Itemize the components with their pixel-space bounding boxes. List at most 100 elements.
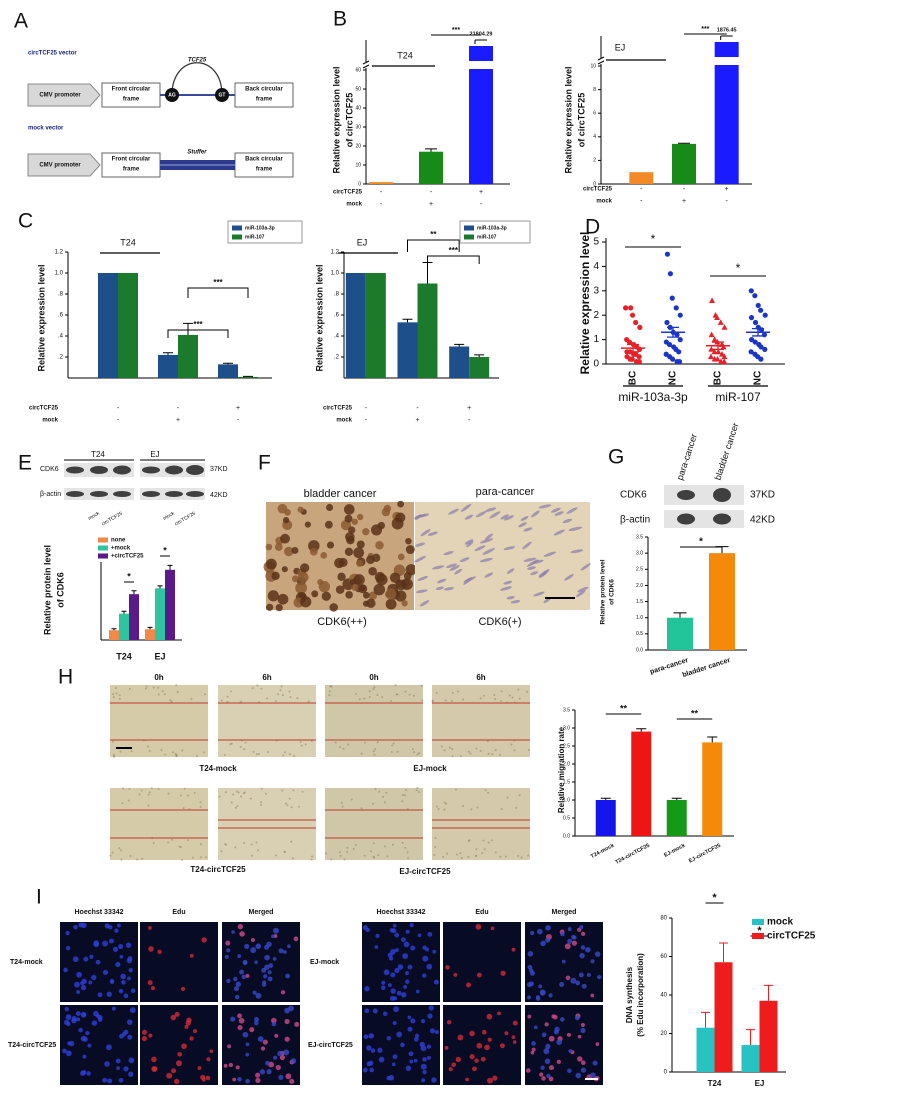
y-tick-label: 10 <box>355 162 361 168</box>
texture <box>360 752 363 755</box>
nucleus <box>434 1030 439 1035</box>
texture <box>391 744 394 747</box>
blot-band <box>186 465 204 475</box>
texture <box>418 752 421 755</box>
texture <box>148 749 151 752</box>
error-bar <box>425 148 437 152</box>
cell <box>432 565 445 570</box>
cell <box>397 553 405 561</box>
chart-title: T24 <box>120 237 136 247</box>
texture <box>508 694 511 697</box>
nucleus <box>73 924 78 930</box>
texture <box>199 801 202 804</box>
row-label: circTCF25 <box>583 187 613 193</box>
nucleus <box>575 1072 582 1079</box>
nucleus <box>126 1019 133 1025</box>
nucleus <box>390 948 396 955</box>
bar <box>145 629 155 640</box>
nucleus <box>445 965 450 970</box>
texture <box>160 749 163 752</box>
cell <box>459 557 470 563</box>
nucleus <box>259 1069 266 1075</box>
texture <box>152 686 155 689</box>
nucleus <box>575 980 581 986</box>
texture <box>435 805 438 808</box>
nucleus <box>391 1062 396 1067</box>
texture <box>179 794 182 797</box>
nucleus <box>422 945 427 950</box>
bar <box>595 800 616 836</box>
error-bar <box>121 610 127 614</box>
cell <box>356 540 365 549</box>
nucleus <box>85 1030 90 1036</box>
texture <box>232 793 235 796</box>
nucleus <box>407 964 413 970</box>
nucleus <box>242 1031 249 1038</box>
texture <box>274 699 277 702</box>
nucleus <box>237 1013 242 1019</box>
bar <box>631 731 652 836</box>
texture <box>338 851 341 854</box>
significance: * <box>163 545 167 555</box>
cell <box>568 526 583 531</box>
nucleus <box>511 947 516 952</box>
time-label: 0h <box>154 673 163 682</box>
texture <box>364 741 367 744</box>
texture <box>437 808 440 811</box>
panel-letter: G <box>608 446 624 469</box>
bar <box>118 273 138 378</box>
texture <box>405 788 408 791</box>
cell <box>474 545 486 552</box>
cell <box>277 503 288 514</box>
error-bar <box>701 1011 710 1028</box>
texture <box>505 855 508 858</box>
data-point <box>708 331 715 338</box>
error-bar <box>746 1029 755 1046</box>
error-bar <box>636 728 647 732</box>
nucleus <box>363 1034 369 1040</box>
error-bar <box>402 318 413 323</box>
nucleus <box>571 934 576 940</box>
nucleus <box>81 978 87 984</box>
texture <box>195 755 198 758</box>
scratch-image <box>110 685 208 757</box>
texture <box>145 685 148 688</box>
cell <box>531 510 540 518</box>
texture <box>341 805 344 808</box>
nucleus <box>65 930 70 936</box>
nucleus <box>232 1077 237 1082</box>
data-point <box>628 305 634 311</box>
nucleus <box>284 1036 290 1042</box>
data-point <box>709 297 716 303</box>
nucleus <box>530 1050 535 1055</box>
cell <box>324 520 333 529</box>
nucleus <box>405 971 409 976</box>
x-tick-label: T24 <box>116 651 132 661</box>
nucleus <box>490 926 495 931</box>
y-tick-label: 80 <box>660 916 667 922</box>
texture <box>266 750 269 753</box>
cell <box>309 547 318 556</box>
row-value: - <box>480 201 483 208</box>
nucleus <box>82 1054 87 1059</box>
y-tick-label: 2.0 <box>636 583 643 589</box>
row-value: - <box>416 405 419 412</box>
cell <box>403 572 412 580</box>
error-bar <box>752 327 764 337</box>
row-value: + <box>467 405 471 412</box>
nucleus <box>394 967 400 974</box>
texture <box>407 857 410 860</box>
texture <box>404 846 407 849</box>
nucleus <box>553 1029 559 1035</box>
nucleus <box>128 968 133 973</box>
nucleus <box>72 956 79 963</box>
data-point <box>669 356 676 362</box>
cell <box>385 598 397 610</box>
significance: ** <box>430 230 437 239</box>
texture <box>475 854 478 857</box>
cell <box>337 572 346 582</box>
texture <box>494 851 497 854</box>
nucleus <box>237 1077 242 1082</box>
channel-label: Edu <box>172 909 185 916</box>
nucleus <box>86 1071 91 1076</box>
